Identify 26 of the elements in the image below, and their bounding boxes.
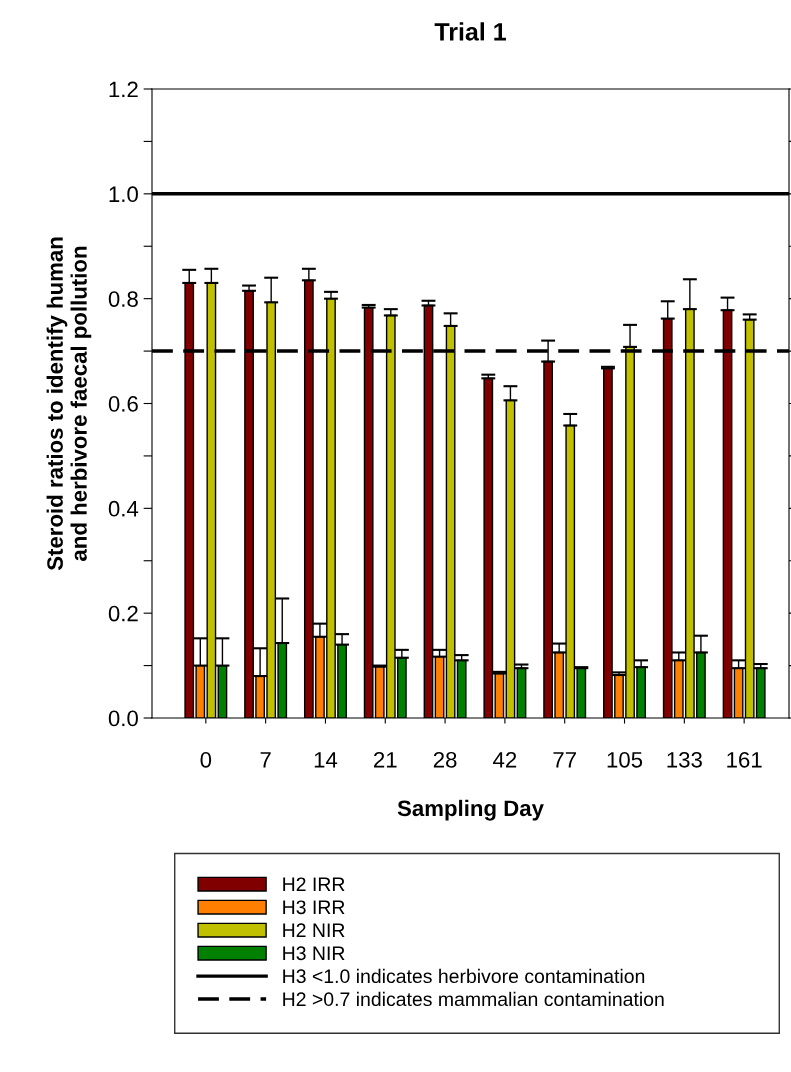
y-axis-title: Steroid ratios to identify human and herbivore faecal pollution (46, 237, 92, 571)
x-tick-label: 14 (314, 752, 338, 768)
chart-title: Trial 1 (434, 22, 506, 41)
x-tick-label: 42 (493, 751, 517, 768)
y-tick-label: 0.0 (108, 710, 138, 727)
x-tick-label: 0 (200, 751, 212, 768)
x-tick-label: 7 (260, 752, 271, 768)
y-tick-label: 0.8 (108, 291, 138, 307)
x-tick-label: 105 (607, 751, 643, 768)
legend-label: H3 <1.0 indicates herbivore contamination (283, 968, 645, 984)
legend-label: H2 IRR (283, 877, 345, 891)
legend-label: H2 >0.7 indicates mammalian contamination (283, 991, 664, 1007)
x-axis-title: Sampling Day (397, 799, 544, 821)
y-tick-label: 0.2 (108, 605, 138, 622)
x-tick-label: 28 (433, 751, 457, 768)
x-tick-label: 77 (553, 752, 576, 768)
y-tick-label: 0.4 (108, 500, 139, 517)
x-tick-label: 21 (374, 751, 397, 768)
legend-label: H2 NIR (283, 923, 345, 937)
y-tick-label: 1.0 (109, 186, 138, 203)
legend-label: H3 NIR (283, 946, 345, 961)
legend-label: H3 IRR (283, 900, 345, 915)
x-tick-label: 133 (667, 751, 702, 768)
y-tick-label: 0.6 (108, 396, 138, 412)
x-tick-label: 161 (727, 751, 762, 768)
y-tick-label: 1.2 (109, 81, 138, 98)
